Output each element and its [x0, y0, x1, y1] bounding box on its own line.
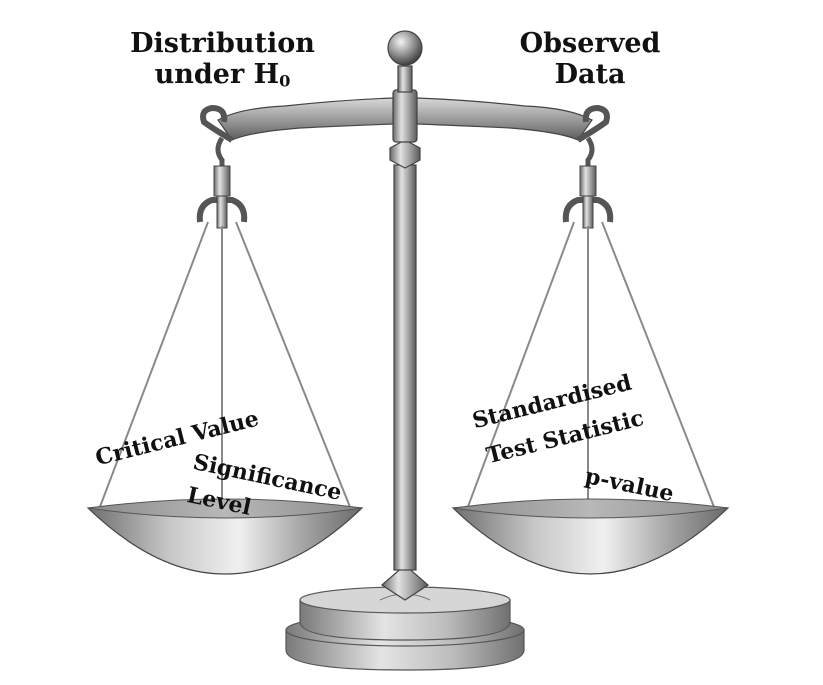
right-heading-line2: Data	[554, 59, 626, 91]
left-hanger	[97, 136, 353, 535]
right-heading: Observed Data	[500, 28, 680, 90]
left-heading-line2: under H0	[154, 59, 291, 91]
left-heading: Distribution under H0	[130, 28, 315, 91]
right-heading-line1: Observed	[519, 28, 661, 59]
scale-beam	[200, 97, 610, 143]
right-pan	[451, 498, 730, 575]
scale-pole	[381, 30, 429, 601]
left-pan	[86, 498, 364, 575]
right-hanger	[465, 136, 717, 535]
left-heading-line1: Distribution	[130, 28, 315, 59]
